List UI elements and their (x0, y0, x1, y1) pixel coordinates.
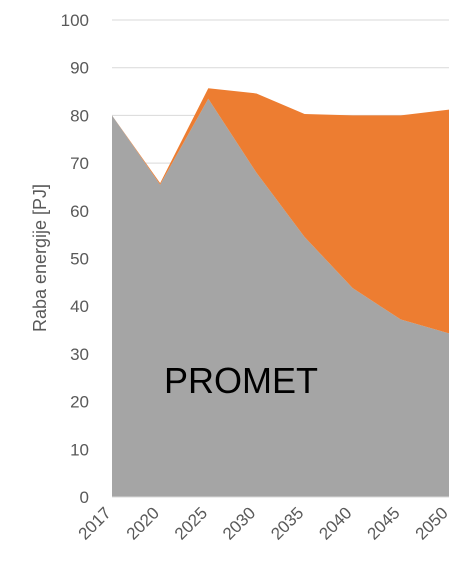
area-series-1 (112, 98, 449, 497)
sector-annotation: PROMET (164, 360, 318, 401)
x-tick-label: 2030 (219, 503, 259, 543)
y-tick-label: 60 (70, 202, 89, 221)
y-tick-label: 30 (70, 345, 89, 364)
x-tick-label: 2050 (412, 503, 452, 543)
y-tick-label: 50 (70, 250, 89, 269)
area-series-2 (112, 88, 449, 334)
x-tick-label: 2020 (123, 503, 163, 543)
y-tick-label: 0 (80, 488, 89, 507)
plot-areas (112, 88, 449, 498)
y-axis-ticks: 0 10 20 30 40 50 60 70 80 90 100 (61, 11, 89, 507)
x-tick-label: 2040 (315, 503, 355, 543)
y-tick-label: 80 (70, 106, 89, 125)
y-tick-label: 20 (70, 393, 89, 412)
x-axis-ticks: 2017 2020 2025 2030 2035 2040 2045 2050 (75, 503, 452, 543)
y-tick-label: 10 (70, 440, 89, 459)
x-tick-label: 2017 (75, 503, 115, 543)
x-tick-label: 2035 (267, 503, 307, 543)
y-tick-label: 40 (70, 297, 89, 316)
y-tick-label: 70 (70, 154, 89, 173)
y-axis-label: Raba energije [PJ] (30, 184, 50, 332)
y-tick-label: 90 (70, 59, 89, 78)
x-tick-label: 2045 (364, 503, 404, 543)
x-tick-label: 2025 (171, 503, 211, 543)
y-tick-label: 100 (61, 11, 89, 30)
